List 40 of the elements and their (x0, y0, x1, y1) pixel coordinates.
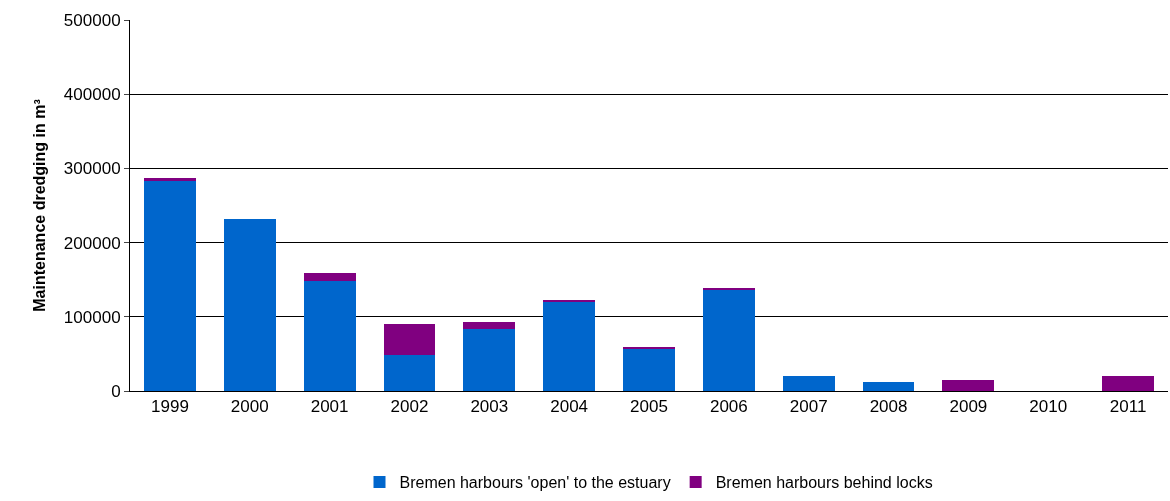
legend-label: Bremen harbours behind locks (715, 474, 933, 492)
bar (543, 299, 596, 302)
y-tick-label: 500000 (63, 10, 121, 30)
y-tick-label: 100000 (63, 307, 121, 327)
bar (942, 379, 995, 391)
x-tick-label: 2008 (869, 397, 908, 417)
x-tick-label: 2001 (310, 397, 349, 417)
bar (223, 218, 276, 391)
bar (782, 375, 835, 391)
x-tick-label: 2000 (230, 397, 269, 417)
bar (1102, 375, 1155, 391)
bar (143, 178, 196, 181)
legend-label: Bremen harbours 'open' to the estuary (399, 474, 671, 492)
x-tick-label: 2004 (550, 397, 589, 417)
bar (702, 289, 755, 391)
bar (702, 287, 755, 290)
bar (303, 281, 356, 391)
bar (383, 354, 436, 391)
x-tick-label: 2003 (470, 397, 509, 417)
y-tick-label: 0 (111, 381, 121, 401)
y-tick-label: 400000 (63, 85, 121, 105)
x-tick-label: 2006 (709, 397, 748, 417)
bar (143, 180, 196, 391)
bar (543, 301, 596, 391)
y-axis-title: Maintenance dredging in m³ (30, 99, 48, 312)
y-tick-label: 300000 (63, 159, 121, 179)
x-tick-label: 2002 (390, 397, 429, 417)
y-tick-label: 200000 (63, 233, 121, 253)
bar (463, 328, 516, 391)
x-tick-label: 2009 (949, 397, 988, 417)
x-tick-label: 2005 (630, 397, 668, 417)
bar (303, 273, 356, 282)
x-tick-label: 2007 (789, 397, 828, 417)
x-tick-label: 2011 (1109, 397, 1147, 417)
bar (623, 348, 675, 391)
x-tick-label: 1999 (151, 397, 189, 417)
bar (463, 321, 516, 329)
x-tick-label: 2010 (1029, 397, 1068, 417)
bar (862, 382, 915, 391)
bar (383, 324, 436, 355)
